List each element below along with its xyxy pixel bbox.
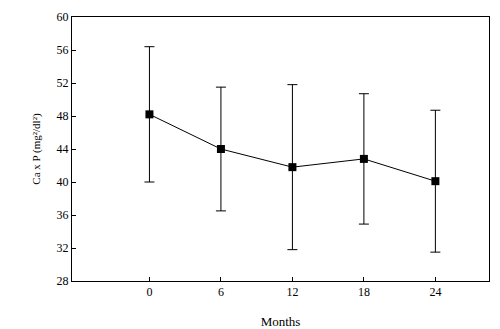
svg-text:6: 6 (218, 285, 224, 299)
svg-text:0: 0 (146, 285, 152, 299)
svg-text:48: 48 (57, 109, 69, 123)
svg-text:18: 18 (358, 285, 370, 299)
svg-text:32: 32 (57, 241, 69, 255)
svg-text:36: 36 (57, 208, 69, 222)
svg-text:Ca x P (mg²/dl²): Ca x P (mg²/dl²) (30, 113, 43, 185)
svg-text:40: 40 (57, 175, 69, 189)
svg-text:24: 24 (429, 285, 441, 299)
svg-text:12: 12 (286, 285, 298, 299)
svg-text:52: 52 (57, 76, 69, 90)
svg-text:28: 28 (57, 274, 69, 288)
svg-text:56: 56 (57, 43, 69, 57)
svg-text:Months: Months (261, 314, 301, 329)
svg-text:60: 60 (57, 10, 69, 24)
svg-text:44: 44 (57, 142, 69, 156)
